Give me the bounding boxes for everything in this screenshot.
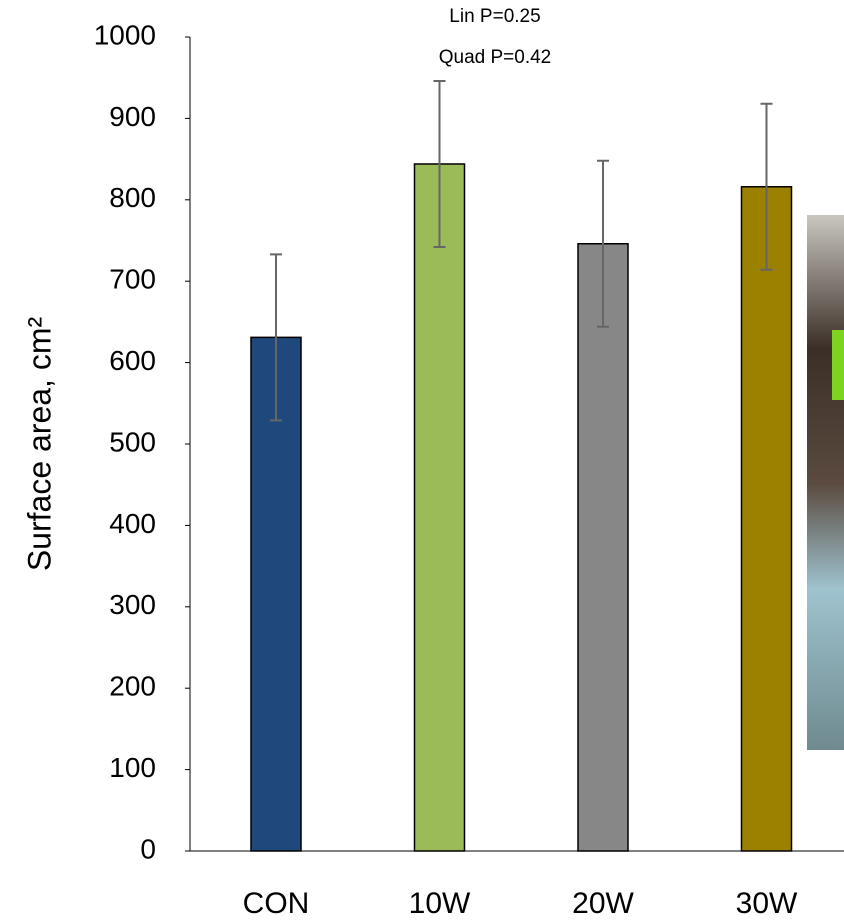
y-axis-label: Surface area, cm²	[21, 317, 57, 572]
x-tick-label: 10W	[409, 887, 471, 920]
photo-detail	[832, 330, 844, 400]
x-tick-label: 20W	[572, 887, 634, 920]
y-tick-label: 300	[109, 589, 156, 620]
y-tick-label: 800	[109, 182, 156, 213]
annotation: Quad P=0.42	[439, 47, 552, 68]
x-tick-label: 30W	[736, 887, 798, 920]
bar	[415, 164, 465, 851]
bar	[742, 187, 792, 851]
chart: Surface area, cm² Lin P=0.25 Quad P=0.42…	[0, 0, 844, 924]
y-tick-label: 600	[109, 345, 156, 376]
y-tick-label: 100	[109, 752, 156, 783]
y-tick-label: 500	[109, 426, 156, 457]
y-tick-label: 200	[109, 671, 156, 702]
annotation: Lin P=0.25	[449, 6, 540, 27]
y-tick-label: 900	[109, 101, 156, 132]
x-tick-label: CON	[243, 887, 310, 920]
y-tick-label: 400	[109, 508, 156, 539]
bar	[578, 244, 628, 851]
y-tick-label: 0	[140, 833, 156, 864]
y-tick-label: 700	[109, 264, 156, 295]
photo-inset	[807, 215, 844, 750]
y-tick-label: 1000	[94, 19, 156, 50]
